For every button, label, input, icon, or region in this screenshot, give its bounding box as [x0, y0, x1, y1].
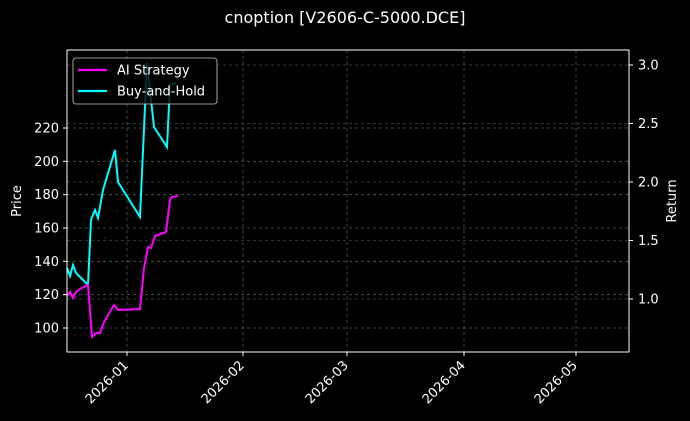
y-right-tick-label: 2.5 — [638, 117, 659, 132]
y-tick-label: 200 — [34, 155, 59, 170]
y-right-tick-label: 1.0 — [638, 293, 659, 308]
price-marker — [74, 334, 76, 336]
y-tick-label: 140 — [34, 255, 59, 270]
price-marker — [104, 237, 106, 239]
y-right-tick-label: 3.0 — [638, 59, 659, 74]
legend-label: AI Strategy — [117, 64, 190, 79]
x-tick-label: 2026-04 — [420, 358, 469, 407]
y-tick-label: 220 — [34, 122, 59, 137]
x-tick-label: 2026-05 — [532, 358, 581, 407]
price-marker — [120, 158, 122, 160]
x-tick-label: 2026-02 — [199, 358, 248, 407]
y-tick-label: 120 — [34, 288, 59, 303]
x-tick-label: 2026-01 — [83, 358, 132, 407]
y-right-tick-label: 2.0 — [638, 176, 659, 191]
legend-box — [72, 57, 218, 105]
y-right-axis-label: Return — [665, 179, 680, 222]
price-marker — [116, 210, 118, 212]
y-right-tick-label: 1.5 — [638, 234, 659, 249]
price-marker — [137, 278, 139, 280]
chart-title: cnoption [V2606-C-5000.DCE] — [224, 8, 466, 27]
price-marker — [97, 257, 99, 259]
price-marker — [130, 259, 132, 261]
y-axis-label: Price — [10, 185, 25, 217]
x-tick-label: 2026-03 — [303, 358, 352, 407]
plot-frame — [66, 49, 630, 353]
y-tick-label: 160 — [34, 222, 59, 237]
legend-label: Buy-and-Hold — [117, 85, 205, 100]
buy-and-hold-line — [66, 62, 177, 288]
legend: AI Strategy Buy-and-Hold — [72, 57, 218, 105]
y-tick-label: 100 — [34, 322, 59, 337]
grid — [67, 50, 629, 352]
ai-strategy-line — [66, 195, 179, 340]
y-tick-label: 180 — [34, 188, 59, 203]
